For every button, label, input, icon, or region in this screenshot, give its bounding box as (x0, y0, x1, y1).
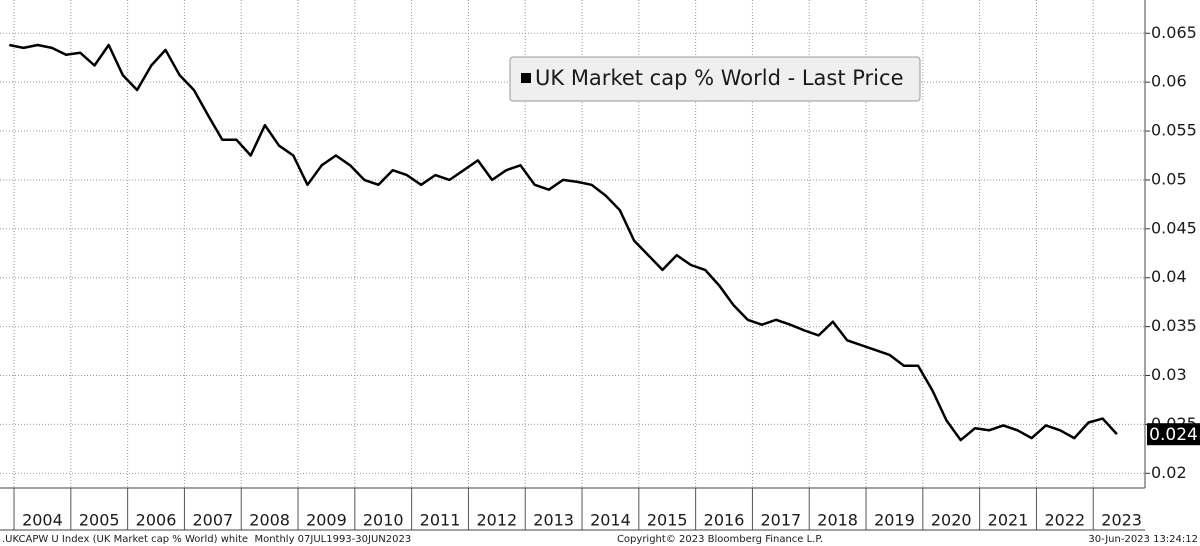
x-tick-label: 2005 (79, 511, 120, 530)
legend-box (509, 56, 921, 102)
x-tick-label: 2017 (760, 511, 801, 530)
x-tick-label: 2006 (136, 511, 177, 530)
x-tick-label: 2010 (363, 511, 404, 530)
x-tick-label: 2016 (704, 511, 745, 530)
x-tick-label: 2020 (931, 511, 972, 530)
y-tick-label: 0.03 (1151, 365, 1187, 384)
x-tick-label: 2012 (476, 511, 517, 530)
x-tick-label: 2009 (306, 511, 347, 530)
legend-swatch (521, 73, 531, 83)
y-tick-label: 0.06 (1151, 72, 1187, 91)
footer-left: .UKCAPW U Index (UK Market cap % World) … (2, 534, 411, 545)
y-tick-label: 0.035 (1151, 316, 1197, 335)
y-tick-label: 0.065 (1151, 23, 1197, 42)
x-tick-label: 2004 (22, 511, 63, 530)
y-tick-label: 0.04 (1151, 267, 1187, 286)
x-tick-label: 2008 (249, 511, 290, 530)
x-tick-label: 2022 (1044, 511, 1085, 530)
y-tick-label: 0.045 (1151, 218, 1197, 237)
x-tick-label: 2019 (874, 511, 915, 530)
last-price-label: 0.024 (1149, 425, 1198, 445)
x-tick-label: 2007 (192, 511, 233, 530)
last-price-box (1147, 423, 1200, 446)
footer-center: Copyright© 2023 Bloomberg Finance L.P. (617, 534, 823, 545)
line-series (9, 43, 1118, 442)
x-tick-label: 2011 (420, 511, 461, 530)
legend-label: UK Market cap % World - Last Price (535, 66, 903, 90)
x-tick-label: 2014 (590, 511, 631, 530)
x-tick-label: 2018 (817, 511, 858, 530)
y-tick-label: 0.055 (1151, 121, 1197, 140)
y-tick-label: 0.05 (1151, 169, 1187, 188)
x-tick-label: 2023 (1101, 511, 1142, 530)
legend: UK Market cap % World - Last Price (509, 56, 921, 102)
footer-right: 30-Jun-2023 13:24:12 (1088, 534, 1198, 545)
x-tick-label: 2013 (533, 511, 574, 530)
x-tick-label: 2021 (988, 511, 1029, 530)
x-tick-label: 2015 (647, 511, 688, 530)
y-tick-label: 0.02 (1151, 463, 1187, 482)
